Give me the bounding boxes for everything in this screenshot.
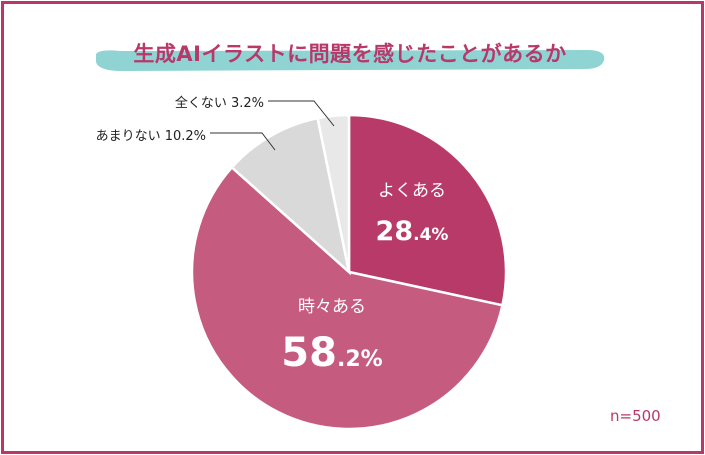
leader-line-3	[210, 132, 276, 151]
slice-outside-label-3: あまりない 10.2%	[96, 129, 206, 144]
pie-slice-4	[316, 113, 351, 273]
pie-slice-1	[347, 113, 508, 307]
slice-value-1: 28.4%	[376, 216, 449, 247]
chart-title-banner: 生成AIイラストに問題を感じたことがあるか	[90, 32, 610, 78]
pie-slice-3	[230, 116, 351, 276]
slice-value-2: 58.2%	[281, 330, 382, 376]
pie-slice-2	[190, 165, 504, 431]
slice-label-2: 時々ある	[298, 297, 366, 317]
chart-title: 生成AIイラストに問題を感じたことがあるか	[133, 42, 567, 66]
title-highlight-brush	[96, 50, 605, 71]
slice-outside-label-4: 全くない 3.2%	[175, 95, 264, 111]
leader-line-4	[268, 100, 335, 127]
sample-size-note: n=500	[610, 407, 661, 425]
slice-label-1: よくある	[378, 181, 446, 201]
